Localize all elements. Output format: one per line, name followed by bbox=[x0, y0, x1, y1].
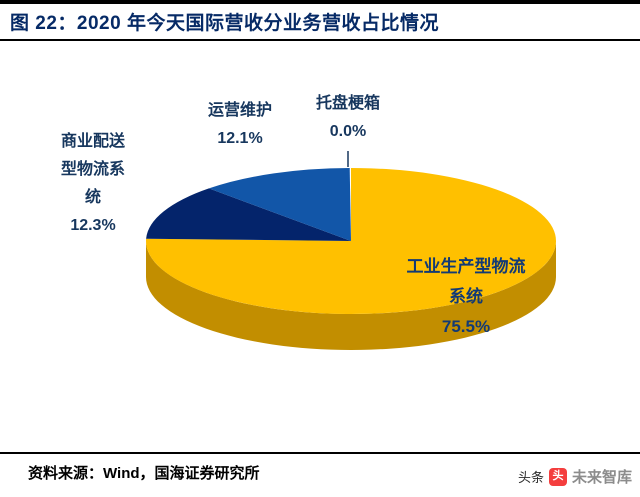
label-operations-pct: 12.1% bbox=[217, 130, 263, 147]
label-commercial-line2: 型物流系 bbox=[60, 161, 125, 178]
watermark: 头条 头 未来智库 bbox=[518, 466, 632, 487]
pie-slice-operations bbox=[208, 168, 351, 241]
label-pallet-slice: 托盘梗箱 0.0% bbox=[292, 90, 404, 146]
label-industrial-slice: 工业生产型物流 系统 75.5% bbox=[372, 252, 560, 342]
label-commercial-line1: 商业配送 bbox=[60, 133, 125, 150]
figure-title: 图 22：2020 年今天国际营收分业务营收占比情况 bbox=[10, 13, 439, 34]
label-industrial-line1: 工业生产型物流 bbox=[406, 257, 526, 276]
label-commercial-pct: 12.3% bbox=[70, 217, 116, 234]
title-divider-rule bbox=[0, 39, 640, 41]
label-commercial-slice: 商业配送 型物流系 统 12.3% bbox=[30, 128, 156, 240]
pie-slice-commercial bbox=[146, 188, 351, 241]
label-industrial-pct: 75.5% bbox=[441, 317, 491, 336]
label-pallet-name: 托盘梗箱 bbox=[315, 95, 380, 112]
pie-side-industrial bbox=[146, 241, 556, 350]
toutiao-logo-icon: 头 bbox=[548, 467, 567, 486]
label-operations-slice: 运营维护 12.1% bbox=[180, 97, 300, 153]
pie-slice-industrial bbox=[145, 168, 556, 315]
source-note: 资料来源：Wind，国海证券研究所 bbox=[28, 465, 260, 482]
label-commercial-line3: 统 bbox=[84, 189, 101, 206]
footer-divider-rule bbox=[0, 452, 640, 454]
top-rule bbox=[0, 0, 640, 4]
label-operations-name: 运营维护 bbox=[207, 102, 272, 119]
label-pallet-pct: 0.0% bbox=[329, 123, 367, 140]
watermark-prefix: 头条 bbox=[517, 470, 544, 485]
watermark-suffix: 未来智库 bbox=[571, 469, 632, 486]
label-industrial-line2: 系统 bbox=[449, 287, 483, 306]
